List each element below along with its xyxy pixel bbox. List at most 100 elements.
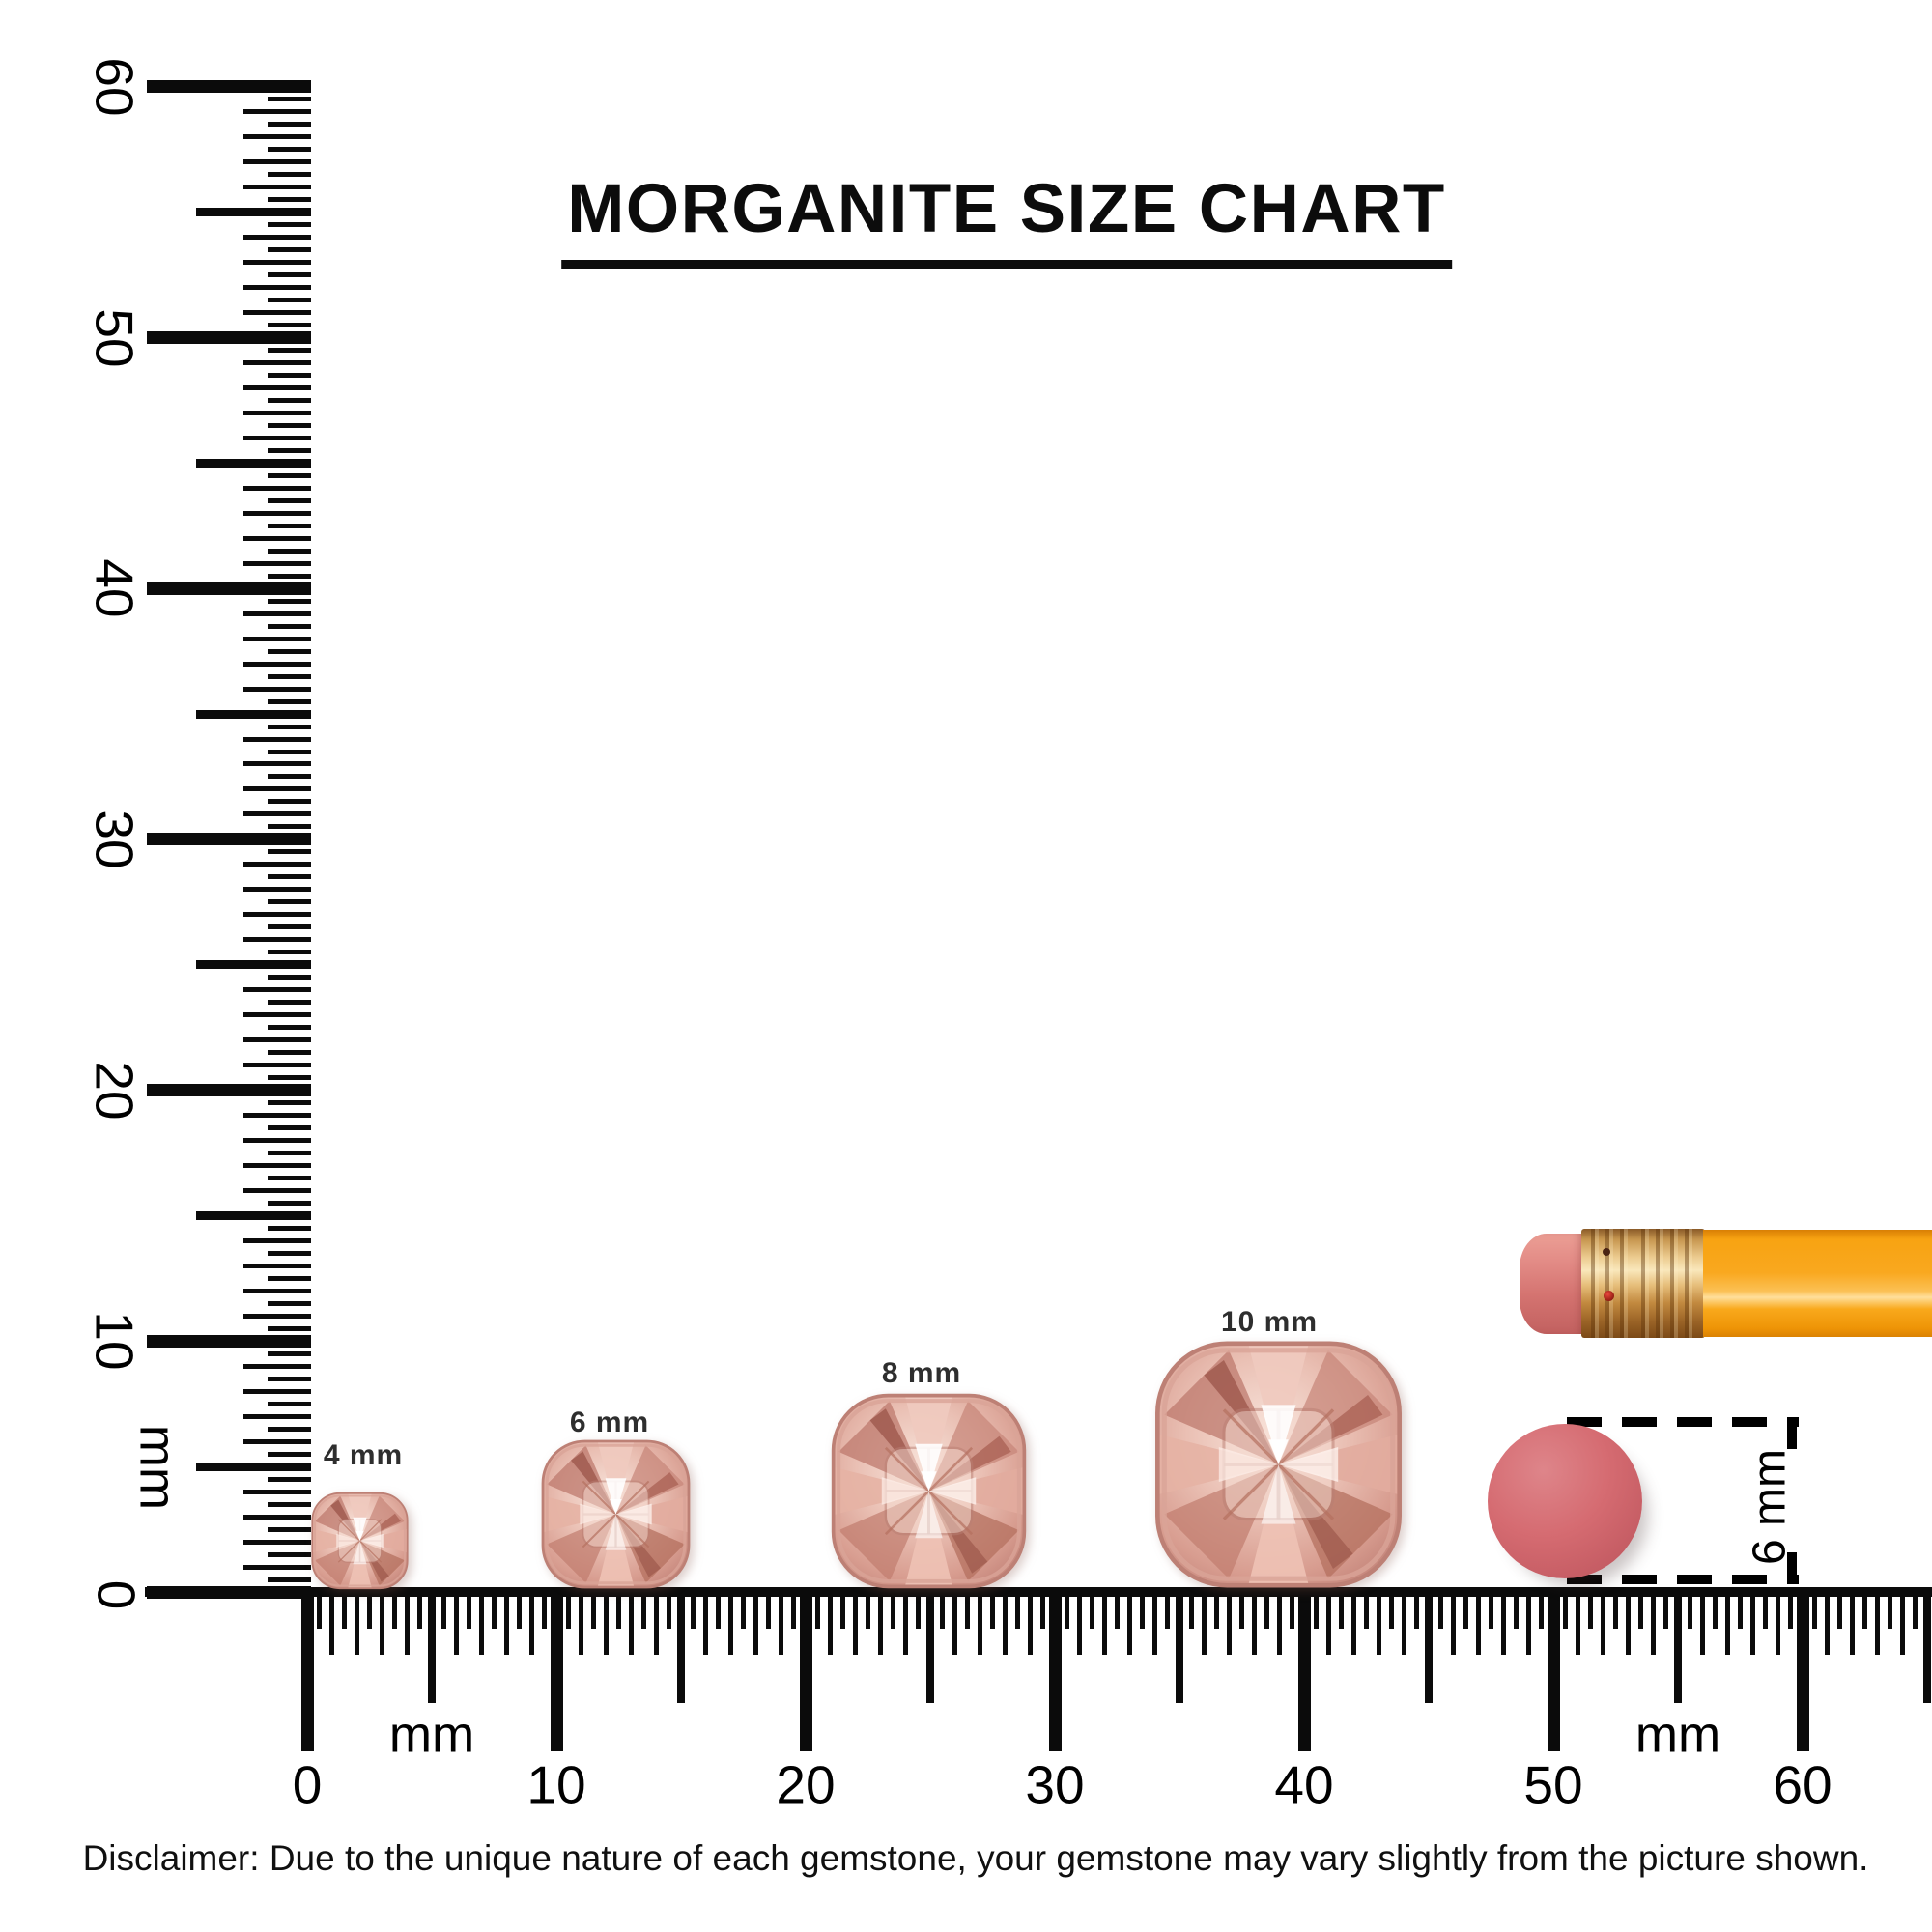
ruler-tick — [147, 331, 311, 344]
ruler-tick — [1862, 1592, 1867, 1629]
ruler-tick — [1547, 1592, 1560, 1751]
ruler-tick — [268, 749, 311, 754]
ruler-tick — [147, 1084, 311, 1097]
ruler-tick — [268, 874, 311, 880]
ruler-horizontal-number: 0 — [292, 1754, 323, 1815]
ruler-tick — [268, 1225, 311, 1231]
pencil — [1520, 1229, 1932, 1338]
ruler-tick — [1276, 1592, 1282, 1655]
ruler-tick — [268, 247, 311, 253]
gem-label-8mm: 8 mm — [881, 1357, 962, 1389]
ruler-tick — [268, 1476, 311, 1482]
ruler-tick — [1014, 1592, 1020, 1629]
ruler-tick — [1339, 1592, 1345, 1629]
ruler-tick — [268, 397, 311, 403]
ruler-tick — [691, 1592, 696, 1629]
ruler-tick — [541, 1592, 547, 1629]
dimension-line-top — [1567, 1417, 1799, 1427]
ruler-tick — [1239, 1592, 1244, 1629]
ruler-tick — [243, 109, 311, 115]
ruler-tick — [243, 736, 311, 742]
ruler-tick — [677, 1592, 685, 1703]
ruler-tick — [243, 535, 311, 541]
ruler-tick — [1326, 1592, 1332, 1655]
ruler-tick — [765, 1592, 771, 1629]
ruler-tick — [243, 310, 311, 316]
ruler-tick — [1588, 1592, 1594, 1629]
ruler-tick — [196, 960, 311, 970]
ferrule-rivet — [1604, 1291, 1614, 1301]
ruler-tick — [1489, 1592, 1493, 1629]
ruler-tick — [1775, 1592, 1780, 1655]
ruler-tick — [753, 1592, 758, 1655]
ruler-tick — [1351, 1592, 1357, 1655]
ruler-tick — [1126, 1592, 1132, 1655]
ruler-tick — [728, 1592, 734, 1655]
ruler-tick — [268, 1000, 311, 1006]
morganite-gem-10mm — [1154, 1340, 1403, 1589]
ruler-tick — [703, 1592, 709, 1655]
ruler-tick — [1251, 1592, 1257, 1655]
ruler-tick — [243, 887, 311, 893]
pencil-body — [1703, 1230, 1932, 1337]
ruler-tick — [454, 1592, 460, 1655]
ferrule-rivet — [1603, 1248, 1610, 1256]
ruler-tick — [1762, 1592, 1768, 1629]
ruler-horizontal-number: 60 — [1773, 1754, 1833, 1815]
ruler-tick — [268, 1250, 311, 1256]
ruler-tick — [1164, 1592, 1170, 1629]
ruler-tick — [268, 347, 311, 353]
pencil-ferrule — [1581, 1229, 1705, 1338]
ruler-tick — [1850, 1592, 1856, 1655]
ruler-vertical-number: 50 — [84, 307, 145, 368]
ruler-tick — [1825, 1592, 1831, 1655]
ruler-tick — [628, 1592, 634, 1655]
ruler-tick — [952, 1592, 958, 1655]
ruler-tick — [268, 1350, 311, 1356]
ruler-tick — [1576, 1592, 1581, 1655]
gem-label-6mm: 6 mm — [569, 1406, 650, 1438]
ruler-tick — [428, 1592, 436, 1703]
ruler-tick — [1376, 1592, 1381, 1655]
ruler-tick — [243, 1012, 311, 1018]
ruler-tick — [1887, 1592, 1892, 1629]
ruler-tick — [268, 197, 311, 203]
ruler-tick — [1189, 1592, 1195, 1629]
ruler-tick — [1525, 1592, 1531, 1655]
ruler-tick — [579, 1592, 584, 1655]
ruler-tick — [243, 285, 311, 291]
ruler-tick — [243, 435, 311, 440]
ruler-tick — [1923, 1592, 1931, 1703]
ruler-tick — [329, 1592, 335, 1655]
ruler-tick — [268, 1577, 311, 1582]
ruler-tick — [268, 824, 311, 830]
ruler-tick — [243, 485, 311, 491]
ruler-tick — [268, 97, 311, 102]
ruler-tick — [404, 1592, 410, 1655]
ruler-tick — [243, 410, 311, 415]
ruler-tick — [790, 1592, 796, 1629]
ruler-tick — [268, 1151, 311, 1156]
ruler-tick — [196, 208, 311, 217]
ruler-tick — [815, 1592, 821, 1629]
ruler-tick — [243, 384, 311, 390]
ruler-tick — [1601, 1592, 1606, 1655]
ruler-tick — [268, 497, 311, 503]
dimension-endcap — [1787, 1552, 1797, 1575]
ruler-tick — [268, 1275, 311, 1281]
ruler-tick — [268, 924, 311, 930]
ruler-tick — [243, 1313, 311, 1319]
ruler-tick — [528, 1592, 534, 1655]
ruler-tick — [243, 1113, 311, 1119]
ferrule-crimp-ridges — [1591, 1229, 1630, 1338]
ruler-tick — [243, 761, 311, 767]
ruler-tick — [243, 159, 311, 165]
ruler-tick — [1787, 1592, 1793, 1629]
ruler-tick — [1388, 1592, 1394, 1629]
ruler-tick — [1625, 1592, 1631, 1655]
ruler-horizontal-number: 10 — [526, 1754, 586, 1815]
ruler-tick — [243, 912, 311, 918]
ruler-tick — [566, 1592, 572, 1629]
ruler-vertical-number: 60 — [84, 57, 145, 117]
ruler-tick — [716, 1592, 722, 1629]
